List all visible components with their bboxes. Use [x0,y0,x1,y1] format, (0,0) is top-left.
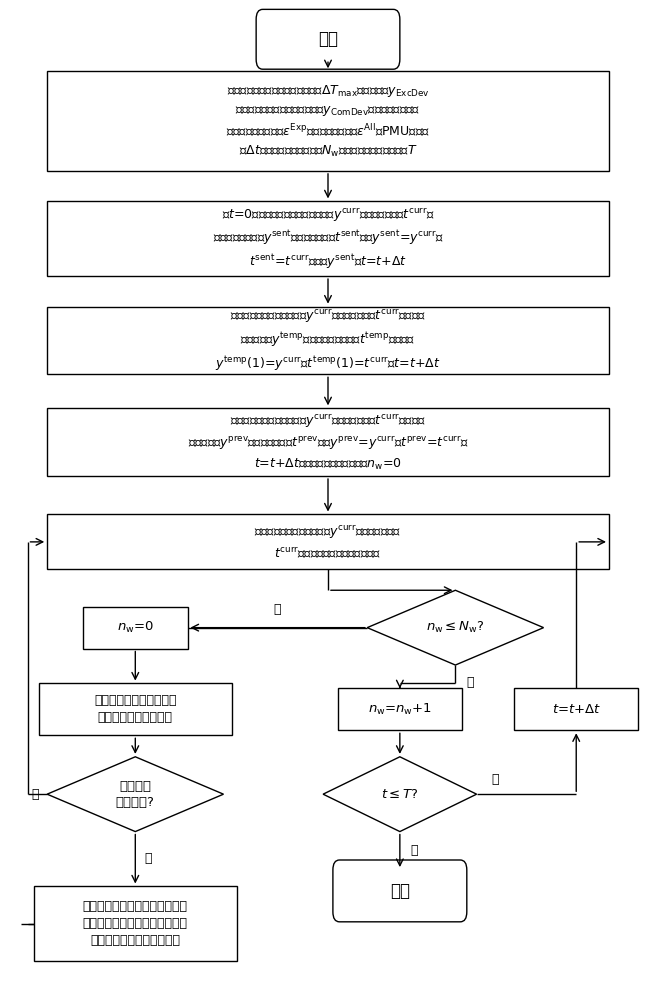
Text: 获取当前时刻的量测数据点$y^\mathrm{curr}$及其对应的时标$t^\mathrm{curr}$，初始化
临时数据点$y^\mathrm{temp}$: 获取当前时刻的量测数据点$y^\mathrm{curr}$及其对应的时标$t^\… [215,308,441,373]
Text: $n_\mathrm{w}\leq N_\mathrm{w}$?: $n_\mathrm{w}\leq N_\mathrm{w}$? [426,620,485,635]
Text: 结束: 结束 [390,882,410,900]
Polygon shape [47,757,224,832]
Text: 获取当前时刻的量测数据点$y^\mathrm{curr}$及其对应的时标
$t^\mathrm{curr}$，并执行过滤旋转门趋势压缩: 获取当前时刻的量测数据点$y^\mathrm{curr}$及其对应的时标 $t^… [255,523,401,560]
Bar [47,408,609,476]
Text: 是: 是 [31,788,39,801]
Text: 否: 否 [411,844,418,857]
Bar [83,607,188,649]
Bar [34,886,237,961]
Text: 执行线性插值重构过程，
计算压缩比和重构误差: 执行线性插值重构过程， 计算压缩比和重构误差 [94,694,176,724]
Text: 计算误差比和动态调幅函数，计
算过滤限值和压缩限值，约束过
滤限值和压缩限值的上下限: 计算误差比和动态调幅函数，计 算过滤限值和压缩限值，约束过 滤限值和压缩限值的上… [83,900,188,947]
FancyBboxPatch shape [333,860,467,922]
Text: 是: 是 [491,773,499,786]
Bar [338,688,462,730]
Bar [47,201,609,276]
FancyBboxPatch shape [256,9,400,69]
Text: 设定实时压缩参数：最大传输间隔Δ$T_\mathrm{max}$，过滤限值$y_\mathrm{ExcDev}$
的初始值和上下限值，压缩限值$y_\mathr: 设定实时压缩参数：最大传输间隔Δ$T_\mathrm{max}$，过滤限值$y_… [226,83,430,159]
Bar [47,307,609,374]
Text: 满足误差
需求判断?: 满足误差 需求判断? [116,780,155,809]
Text: 否: 否 [144,852,152,866]
Text: $n_\mathrm{w}$=0: $n_\mathrm{w}$=0 [117,620,154,635]
Bar [47,71,609,171]
Polygon shape [323,757,477,832]
Text: $t\leq T$?: $t\leq T$? [381,788,419,801]
Bar [514,688,638,730]
Text: 否: 否 [274,603,281,616]
Bar [39,683,232,735]
Text: 获取当前时刻的量测数据点$y^\mathrm{curr}$及其对应的时标$t^\mathrm{curr}$，初始化
前一数据点$y^\mathrm{prev}$: 获取当前时刻的量测数据点$y^\mathrm{curr}$及其对应的时标$t^\… [188,412,468,472]
Text: $n_\mathrm{w}$=$n_\mathrm{w}$+1: $n_\mathrm{w}$=$n_\mathrm{w}$+1 [368,702,432,717]
Text: 是: 是 [466,676,474,689]
Text: 开始: 开始 [318,30,338,48]
Polygon shape [367,590,544,665]
Bar [47,514,609,569]
Text: 令$t$=0，获取当前时刻的量测数据点$y^\mathrm{curr}$及其对应的时标$t^\mathrm{curr}$，
初始化数据发送点$y^\mathrm: 令$t$=0，获取当前时刻的量测数据点$y^\mathrm{curr}$及其对应… [213,206,443,271]
Text: $t$=$t$+Δ$t$: $t$=$t$+Δ$t$ [552,703,601,716]
